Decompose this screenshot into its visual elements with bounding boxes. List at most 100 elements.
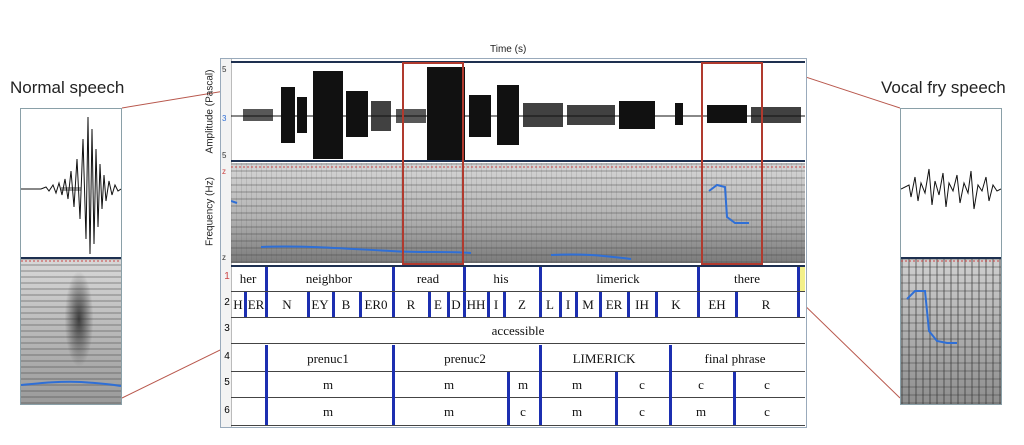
tier5-label[interactable]: c — [639, 377, 645, 392]
boundary[interactable] — [669, 345, 672, 425]
highlight-box-there — [701, 62, 763, 265]
vocal-fry-spectrogram — [901, 259, 1001, 404]
boundary[interactable] — [797, 267, 800, 291]
amplitude-axis-title: Amplitude (Pascal) — [204, 69, 216, 154]
phone-label[interactable]: D — [451, 297, 461, 312]
tier5-label[interactable]: m — [571, 377, 583, 392]
tier-number-4: 4 — [224, 351, 230, 362]
tier5-label[interactable]: c — [698, 377, 704, 392]
tier-number-6: 6 — [224, 405, 230, 416]
boundary[interactable] — [507, 372, 510, 425]
tier4-label[interactable]: prenuc2 — [444, 351, 486, 366]
phone-label[interactable]: K — [671, 297, 681, 312]
boundary[interactable] — [503, 292, 506, 317]
main-editor: 5 3 5 z z — [220, 58, 807, 428]
vocal-fry-waveform — [901, 168, 1001, 210]
tier4-label[interactable]: LIMERICK — [572, 351, 636, 366]
boundary[interactable] — [307, 292, 310, 317]
boundary[interactable] — [463, 267, 466, 291]
phone-label[interactable]: I — [565, 297, 571, 312]
phone-label[interactable]: EY — [311, 297, 329, 312]
tier4-label[interactable]: prenuc1 — [307, 351, 349, 366]
boundary[interactable] — [575, 292, 578, 317]
boundary[interactable] — [392, 292, 395, 317]
boundary[interactable] — [332, 292, 335, 317]
vocal-fry-pitch-track — [901, 260, 1001, 344]
tier5-label[interactable]: c — [764, 377, 770, 392]
phone-label[interactable]: N — [282, 297, 292, 312]
boundary[interactable] — [265, 267, 268, 291]
phone-label[interactable]: R — [406, 297, 416, 312]
highlight-box-read — [402, 62, 464, 265]
phone-label[interactable]: B — [341, 297, 351, 312]
tier6-label[interactable]: m — [695, 404, 707, 419]
boundary[interactable] — [487, 292, 490, 317]
phone-label[interactable]: ER0 — [364, 297, 388, 312]
tier5-label[interactable]: m — [517, 377, 529, 392]
tier6-label[interactable]: c — [764, 404, 770, 419]
normal-speech-pitch-track — [21, 260, 121, 387]
boundary[interactable] — [655, 292, 658, 317]
boundary[interactable] — [697, 292, 700, 317]
phone-label[interactable]: ER — [247, 297, 265, 312]
phone-label[interactable]: HH — [466, 297, 486, 312]
amp-tick-top: 5 — [222, 65, 227, 74]
boundary[interactable] — [392, 345, 395, 425]
word-label[interactable]: her — [239, 271, 257, 286]
phone-label[interactable]: IH — [635, 297, 649, 312]
tier-number-2: 2 — [224, 297, 230, 308]
normal-speech-panel — [20, 108, 122, 405]
tier5-label[interactable]: m — [443, 377, 455, 392]
boundary[interactable] — [797, 292, 800, 317]
phone-label[interactable]: I — [493, 297, 499, 312]
word-label[interactable]: neighbor — [305, 271, 353, 286]
boundary[interactable] — [697, 267, 700, 291]
tier4-label[interactable]: final phrase — [704, 351, 766, 366]
boundary[interactable] — [392, 267, 395, 291]
phone-label[interactable]: H — [233, 297, 243, 312]
phone-label[interactable]: M — [582, 297, 594, 312]
vocal-fry-panel — [900, 108, 1002, 405]
boundary[interactable] — [599, 292, 602, 317]
freq-tick-bottom: z — [222, 253, 226, 262]
amp-tick-mid: 3 — [222, 114, 227, 123]
boundary[interactable] — [463, 292, 466, 317]
tier-number-1: 1 — [224, 271, 230, 282]
selection-marker — [800, 267, 805, 291]
word-label[interactable]: limerick — [596, 271, 640, 286]
boundary[interactable] — [539, 345, 542, 425]
boundary[interactable] — [447, 292, 450, 317]
tier5-label[interactable]: m — [322, 377, 334, 392]
tier6-label[interactable]: c — [520, 404, 526, 419]
boundary[interactable] — [733, 372, 736, 425]
boundary[interactable] — [359, 292, 362, 317]
boundary[interactable] — [615, 372, 618, 425]
boundary[interactable] — [735, 292, 738, 317]
boundary[interactable] — [265, 345, 268, 425]
freq-tick-top: z — [222, 167, 226, 176]
phone-label[interactable]: R — [761, 297, 771, 312]
boundary[interactable] — [627, 292, 630, 317]
tier-number-3: 3 — [224, 323, 230, 334]
boundary[interactable] — [265, 292, 268, 317]
tier6-label[interactable]: m — [571, 404, 583, 419]
boundary[interactable] — [539, 292, 542, 317]
word-label[interactable]: his — [493, 271, 509, 286]
tier6-label[interactable]: c — [639, 404, 645, 419]
boundary[interactable] — [559, 292, 562, 317]
tier3-label[interactable]: accessible — [491, 323, 545, 338]
phone-label[interactable]: EH — [708, 297, 726, 312]
phone-label[interactable]: ER — [605, 297, 623, 312]
boundary[interactable] — [244, 292, 247, 317]
normal-speech-spectrogram — [21, 259, 121, 404]
tier6-label[interactable]: m — [322, 404, 334, 419]
phone-label[interactable]: E — [434, 297, 442, 312]
word-label[interactable]: there — [734, 271, 760, 286]
word-label[interactable]: read — [416, 271, 440, 286]
main-pitch-track — [231, 166, 805, 260]
tier6-label[interactable]: m — [443, 404, 455, 419]
boundary[interactable] — [428, 292, 431, 317]
phone-label[interactable]: Z — [518, 297, 526, 312]
boundary[interactable] — [539, 267, 542, 291]
phone-label[interactable]: L — [546, 297, 554, 312]
